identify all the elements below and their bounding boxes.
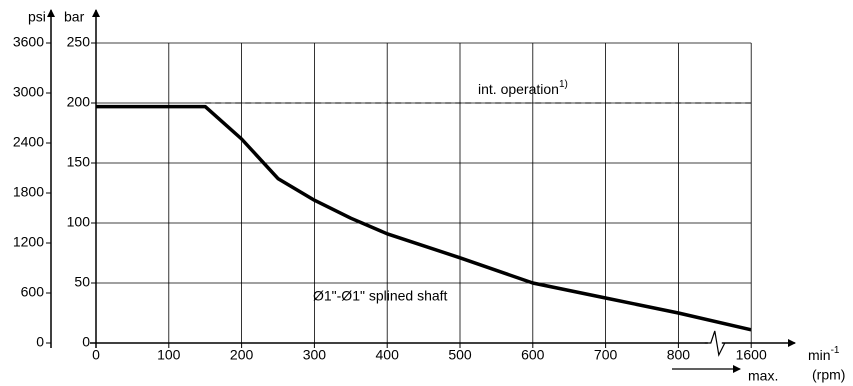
y-tick-label: 100 bbox=[67, 214, 91, 230]
x-tick-label: 600 bbox=[521, 347, 545, 363]
x-tick-label: 100 bbox=[157, 347, 181, 363]
x-tick-label: 1600 bbox=[736, 347, 767, 363]
x-tick-label: 200 bbox=[230, 347, 254, 363]
y2-tick-label: 600 bbox=[21, 284, 45, 300]
series-label: Ø1"-Ø1" splined shaft bbox=[313, 288, 448, 304]
reference-label-sup: 1) bbox=[559, 79, 568, 90]
x-tick-label: 300 bbox=[303, 347, 327, 363]
x-tick-label: 0 bbox=[92, 347, 100, 363]
y-tick-label: 0 bbox=[82, 334, 90, 350]
x-tick-label: 800 bbox=[667, 347, 691, 363]
axis-break-gap bbox=[707, 335, 722, 351]
reference-label-text: int. operation bbox=[478, 81, 559, 97]
x-label-main: min bbox=[808, 347, 831, 363]
axis-break bbox=[704, 330, 726, 357]
y-label: bar bbox=[64, 9, 85, 25]
y-tick-label: 50 bbox=[74, 274, 90, 290]
y-tick-label: 250 bbox=[67, 34, 91, 50]
x-tick-label: 500 bbox=[448, 347, 472, 363]
y2-tick-label: 1200 bbox=[13, 234, 44, 250]
y-tick-label: 200 bbox=[67, 94, 91, 110]
y2-tick-label: 0 bbox=[36, 334, 44, 350]
reference-label: int. operation1) bbox=[478, 79, 568, 97]
grid bbox=[96, 42, 752, 343]
x-label: min-1 bbox=[808, 345, 840, 363]
x-unit: (rpm) bbox=[812, 367, 845, 383]
series-line bbox=[96, 104, 752, 332]
x-max-label: max. bbox=[748, 368, 778, 384]
y2-tick-label: 3600 bbox=[13, 34, 44, 50]
y2-tick-label: 3000 bbox=[13, 84, 44, 100]
x-tick-label: 700 bbox=[594, 347, 618, 363]
x-tick-label: 400 bbox=[376, 347, 400, 363]
x-label-sup: -1 bbox=[831, 345, 840, 356]
y2-tick-label: 2400 bbox=[13, 134, 44, 150]
y2-tick-label: 1800 bbox=[13, 184, 44, 200]
y-tick-label: 150 bbox=[67, 154, 91, 170]
y2-label: psi bbox=[28, 9, 46, 25]
